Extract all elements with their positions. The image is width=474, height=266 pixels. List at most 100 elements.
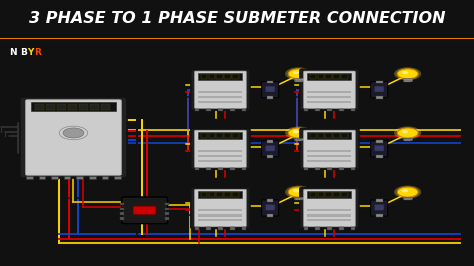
Bar (199, 132, 243, 139)
Bar (294, 138, 303, 140)
Bar (333, 74, 340, 79)
Circle shape (59, 126, 88, 140)
Bar (326, 133, 332, 138)
Bar (267, 96, 273, 99)
FancyBboxPatch shape (303, 71, 355, 108)
Bar (350, 109, 355, 111)
Circle shape (285, 186, 312, 199)
Bar (114, 176, 121, 179)
Bar (199, 101, 243, 103)
Bar (51, 176, 58, 179)
Circle shape (293, 71, 299, 74)
Bar (307, 132, 351, 139)
Bar (35, 104, 44, 110)
Bar (218, 227, 223, 230)
Bar (57, 104, 66, 110)
Bar (315, 227, 320, 230)
Bar (318, 192, 324, 197)
Bar (295, 198, 302, 200)
Bar (326, 74, 332, 79)
Bar (307, 73, 351, 80)
Bar (307, 214, 351, 217)
Bar (201, 74, 207, 79)
Text: Y: Y (27, 48, 34, 57)
Bar (339, 168, 344, 171)
Bar (307, 150, 351, 152)
Bar (76, 176, 83, 179)
FancyBboxPatch shape (262, 200, 279, 216)
Bar (376, 140, 383, 143)
Bar (119, 217, 124, 220)
Bar (119, 212, 124, 215)
Text: R: R (34, 48, 41, 57)
Circle shape (402, 71, 408, 74)
Bar (199, 160, 243, 162)
Bar (376, 214, 383, 217)
FancyBboxPatch shape (300, 69, 359, 110)
Circle shape (285, 67, 312, 80)
Circle shape (402, 189, 408, 192)
Bar (217, 192, 223, 197)
Bar (333, 192, 340, 197)
Bar (341, 192, 348, 197)
Bar (327, 168, 332, 171)
Text: 3 PHASE TO 1 PHASE SUBMETER CONNECTION: 3 PHASE TO 1 PHASE SUBMETER CONNECTION (29, 11, 445, 26)
FancyBboxPatch shape (20, 97, 127, 178)
Bar (230, 227, 235, 230)
Bar (206, 227, 211, 230)
FancyBboxPatch shape (191, 69, 250, 110)
Bar (79, 104, 88, 110)
Bar (230, 168, 235, 171)
Circle shape (285, 126, 312, 139)
Bar (209, 74, 215, 79)
Bar (101, 104, 110, 110)
Bar (232, 74, 239, 79)
Bar (315, 168, 320, 171)
FancyBboxPatch shape (262, 82, 279, 98)
Bar (119, 207, 124, 210)
FancyBboxPatch shape (195, 130, 246, 168)
Bar (350, 227, 355, 230)
Circle shape (293, 189, 299, 192)
Circle shape (394, 126, 421, 139)
Bar (164, 212, 169, 215)
Bar (46, 104, 55, 110)
Bar (224, 192, 231, 197)
Bar (339, 227, 344, 230)
Circle shape (397, 187, 418, 197)
Bar (209, 133, 215, 138)
Bar (218, 168, 223, 171)
Bar (376, 81, 383, 84)
Bar (295, 139, 302, 141)
Bar (199, 155, 243, 157)
Bar (310, 192, 316, 197)
Bar (333, 133, 340, 138)
Bar (267, 199, 273, 202)
Bar (404, 80, 411, 82)
Circle shape (288, 187, 309, 197)
Bar (217, 133, 223, 138)
FancyBboxPatch shape (191, 128, 250, 169)
Bar (295, 80, 302, 82)
Bar (201, 133, 207, 138)
Bar (267, 81, 273, 84)
FancyBboxPatch shape (300, 128, 359, 169)
Bar (199, 96, 243, 98)
Bar (315, 109, 320, 111)
Bar (303, 227, 308, 230)
Bar (376, 199, 383, 202)
Bar (199, 150, 243, 152)
Bar (404, 139, 411, 141)
Bar (326, 192, 332, 197)
Bar (307, 160, 351, 162)
Bar (310, 133, 316, 138)
Bar (26, 176, 33, 179)
Bar (242, 227, 246, 230)
FancyBboxPatch shape (265, 145, 275, 151)
Bar (195, 168, 200, 171)
FancyBboxPatch shape (265, 204, 275, 210)
Bar (199, 209, 243, 211)
Bar (206, 109, 211, 111)
Bar (307, 192, 351, 198)
FancyBboxPatch shape (371, 141, 388, 157)
